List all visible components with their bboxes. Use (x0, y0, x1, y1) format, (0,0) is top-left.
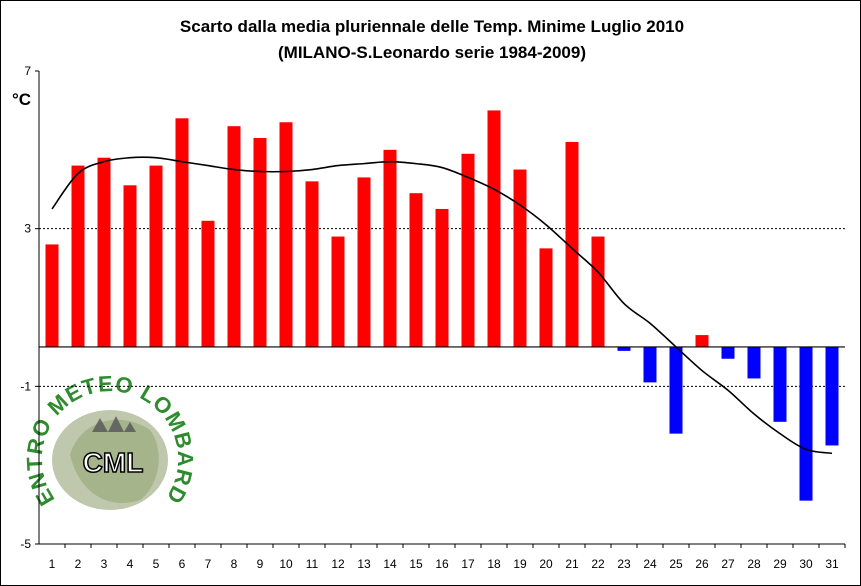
x-tick-label: 23 (617, 557, 631, 571)
x-tick-label: 22 (591, 557, 605, 571)
bar-8 (227, 126, 241, 347)
x-tick-label: 27 (721, 557, 735, 571)
bar-3 (97, 157, 111, 347)
x-tick-label: 17 (461, 557, 475, 571)
y-axis-unit: °C (12, 90, 31, 109)
x-tick-label: 9 (257, 557, 264, 571)
y-tick-label: 3 (24, 222, 31, 236)
y-tick-label: 7 (24, 64, 31, 78)
x-tick-label: 3 (101, 557, 108, 571)
y-tick-label: -5 (20, 537, 31, 551)
x-tick-label: 28 (747, 557, 761, 571)
x-tick-label: 30 (799, 557, 813, 571)
bar-7 (201, 220, 215, 347)
chart-title: Scarto dalla media pluriennale delle Tem… (180, 17, 684, 36)
x-tick-label: 8 (231, 557, 238, 571)
bar-16 (435, 208, 449, 347)
x-tick-label: 10 (279, 557, 293, 571)
x-tick-label: 25 (669, 557, 683, 571)
trend-line (51, 156, 833, 455)
bar-9 (253, 138, 267, 347)
x-tick-label: 13 (357, 557, 371, 571)
bar-4 (123, 185, 137, 347)
bar-6 (175, 118, 189, 347)
bar-2 (71, 165, 85, 347)
bar-24 (643, 346, 657, 383)
x-tick-label: 14 (383, 557, 397, 571)
bars (45, 110, 839, 501)
x-tick-label: 1 (49, 557, 56, 571)
bar-12 (331, 236, 345, 347)
x-tick-label: 12 (331, 557, 345, 571)
bar-20 (539, 248, 553, 347)
x-tick-label: 5 (153, 557, 160, 571)
bar-30 (799, 346, 813, 501)
x-tick-label: 31 (825, 557, 839, 571)
bar-18 (487, 110, 501, 347)
bar-13 (357, 177, 371, 347)
cathedral-icon (92, 416, 136, 432)
bar-19 (513, 169, 527, 347)
x-tick-label: 2 (75, 557, 82, 571)
x-tick-label: 11 (306, 557, 319, 571)
axes (38, 71, 845, 545)
bar-29 (773, 346, 787, 422)
x-tick-label: 7 (205, 557, 212, 571)
bar-26 (695, 335, 709, 347)
y-tick-label: -1 (20, 379, 31, 393)
bar-25 (669, 346, 683, 434)
chart-subtitle: (MILANO-S.Leonardo serie 1984-2009) (278, 43, 586, 62)
x-tick-label: 19 (513, 557, 527, 571)
bar-1 (45, 244, 59, 347)
x-tick-label: 18 (487, 557, 501, 571)
x-tick-label: 26 (695, 557, 709, 571)
x-tick-label: 24 (643, 557, 657, 571)
bar-11 (305, 181, 319, 347)
bar-17 (461, 153, 475, 347)
x-tick-label: 16 (435, 557, 449, 571)
logo-initials: CML (83, 447, 144, 478)
x-tick-label: 4 (127, 557, 134, 571)
x-tick-label: 20 (539, 557, 553, 571)
x-tick-label: 6 (179, 557, 186, 571)
x-tick-label: 15 (409, 557, 423, 571)
bar-28 (747, 346, 761, 379)
bar-23 (617, 346, 631, 351)
bar-31 (825, 346, 839, 446)
region-shape (70, 419, 159, 503)
y-tick-labels: 7 3 -1 -5 (20, 64, 39, 551)
bar-15 (409, 193, 423, 347)
x-tick-labels: 1 2 3 4 5 6 7 8 9 10 11 12 13 14 15 16 17 18 19 20 21 22 23 24 2… (49, 544, 846, 571)
bar-10 (279, 122, 293, 347)
bar-5 (149, 165, 163, 347)
bar-27 (721, 346, 735, 359)
x-tick-label: 21 (565, 557, 579, 571)
x-tick-label: 29 (773, 557, 787, 571)
bar-14 (383, 149, 397, 347)
bar-22 (591, 236, 605, 347)
bar-21 (565, 141, 579, 347)
